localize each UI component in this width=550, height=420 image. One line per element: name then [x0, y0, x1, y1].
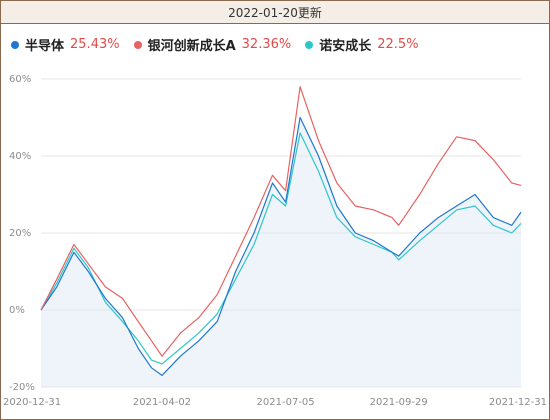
legend-dot-nuoan	[305, 40, 314, 49]
x-tick-label: 2021-07-05	[257, 397, 315, 408]
y-tick-label: 60%	[9, 74, 31, 85]
x-tick-label: 2020-12-31	[3, 397, 61, 408]
x-tick-label: 2021-12-31	[489, 397, 547, 408]
legend-item-nuoan[interactable]: 诺安成长 22.5%	[305, 35, 419, 54]
legend-item-semiconductor[interactable]: 半导体 25.43%	[11, 35, 120, 54]
chart-legend: 半导体 25.43% 银河创新成长A 32.36% 诺安成长 22.5%	[11, 35, 539, 54]
line-series-nuoan	[40, 132, 522, 365]
legend-item-yinhe[interactable]: 银河创新成长A 32.36%	[133, 35, 292, 54]
y-tick-label: 40%	[9, 151, 31, 162]
legend-value-nuoan: 22.5%	[377, 37, 419, 52]
y-tick-label: 20%	[9, 228, 31, 239]
legend-value-yinhe: 32.36%	[241, 37, 292, 52]
legend-name-yinhe: 银河创新成长A	[147, 39, 236, 54]
y-tick-label: -20%	[9, 382, 35, 393]
x-tick-label: 2021-04-02	[133, 397, 191, 408]
line-series-semiconductor	[40, 116, 522, 376]
area-fill	[41, 117, 521, 387]
y-tick-label: 0%	[9, 305, 25, 316]
legend-name-semiconductor: 半导体	[25, 39, 65, 54]
legend-name-nuoan: 诺安成长	[319, 39, 372, 54]
update-date-bar: 2022-01-20更新	[1, 1, 549, 24]
line-series-yinhe	[40, 86, 522, 357]
legend-value-semiconductor: 25.43%	[70, 37, 120, 52]
legend-dot-yinhe	[133, 40, 142, 49]
legend-dot-semiconductor	[11, 40, 19, 49]
update-date-label: 2022-01-20更新	[228, 5, 322, 20]
x-tick-label: 2021-09-29	[370, 397, 428, 408]
